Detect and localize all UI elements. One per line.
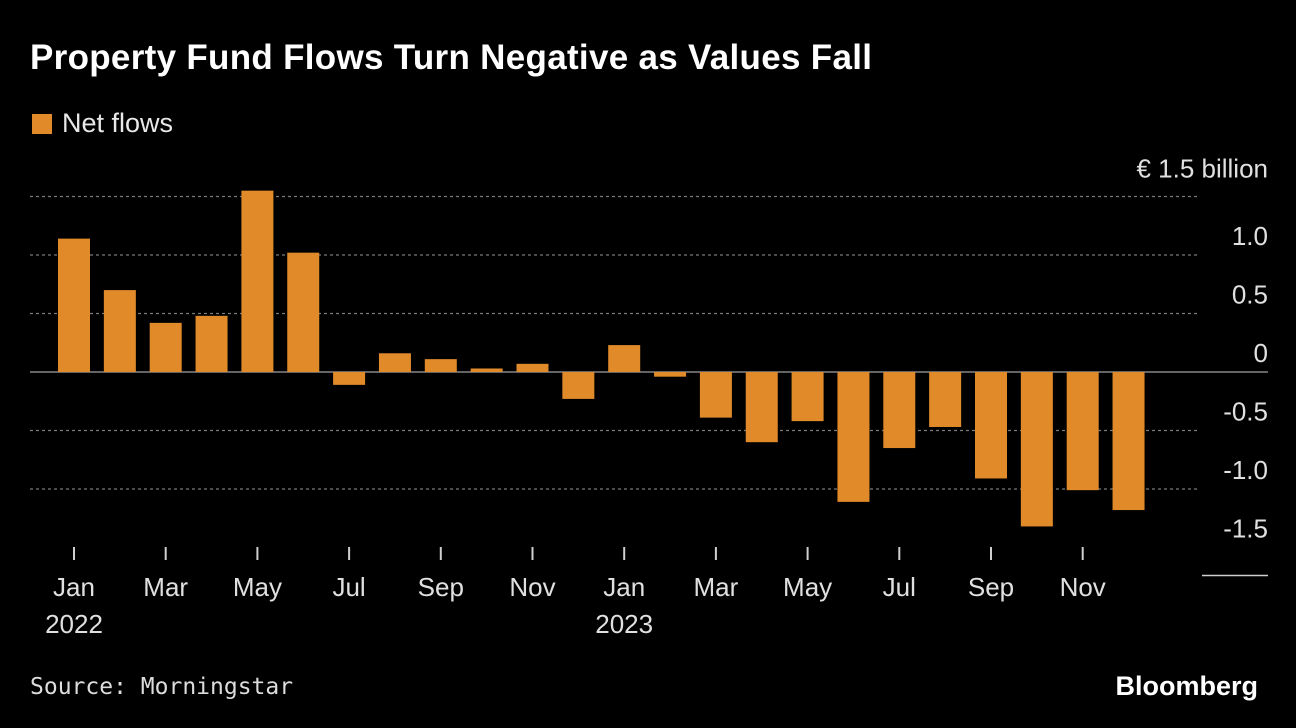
bar (745, 372, 778, 443)
x-year-label: 2022 (45, 609, 103, 639)
bar (975, 372, 1007, 479)
bar (699, 372, 732, 418)
y-tick-label: -1.0 (1223, 455, 1268, 485)
bar (58, 238, 90, 372)
bar (562, 372, 595, 399)
bar (287, 252, 320, 372)
bar (791, 372, 824, 422)
x-tick-label: Jul (332, 572, 365, 602)
x-year-label: 2023 (595, 609, 653, 639)
bar (241, 190, 274, 372)
y-tick-label: 1.0 (1232, 221, 1268, 251)
bloomberg-logo: Bloomberg (1115, 671, 1258, 701)
x-tick-label: Mar (143, 572, 188, 602)
y-tick-label: -1.5 (1223, 514, 1268, 544)
x-tick-label: May (783, 572, 832, 602)
bar (608, 345, 641, 372)
bar (837, 372, 870, 502)
y-tick-label: 0.5 (1232, 280, 1268, 310)
x-tick-label: Sep (418, 572, 464, 602)
x-tick-label: Jan (603, 572, 645, 602)
x-tick-label: May (233, 572, 282, 602)
y-tick-label: -0.5 (1223, 397, 1268, 427)
bar (883, 372, 916, 449)
y-unit-label: € 1.5 billion (1136, 154, 1268, 184)
legend: Net flows (32, 108, 173, 139)
source-note: Source: Morningstar (30, 674, 294, 700)
bar (378, 353, 411, 372)
y-tick-label: 0 (1254, 338, 1268, 368)
bar (1066, 372, 1099, 491)
bar (424, 359, 457, 372)
x-tick-label: Nov (1060, 572, 1106, 602)
chart-title: Property Fund Flows Turn Negative as Val… (30, 38, 873, 77)
x-tick-label: Sep (968, 572, 1014, 602)
bar (149, 322, 182, 372)
bar (929, 372, 962, 427)
bar (516, 363, 549, 372)
bar (1020, 372, 1053, 527)
bar (195, 315, 228, 372)
bar (1112, 372, 1145, 511)
x-tick-label: Mar (694, 572, 739, 602)
x-tick-label: Jul (883, 572, 916, 602)
bar (103, 290, 136, 372)
legend-label-net-flows: Net flows (62, 108, 174, 138)
bar (654, 372, 687, 377)
bar (333, 372, 366, 385)
x-tick-label: Jan (53, 572, 95, 602)
legend-swatch-net-flows (32, 113, 52, 134)
x-tick-label: Nov (509, 572, 555, 602)
bar (470, 368, 503, 372)
